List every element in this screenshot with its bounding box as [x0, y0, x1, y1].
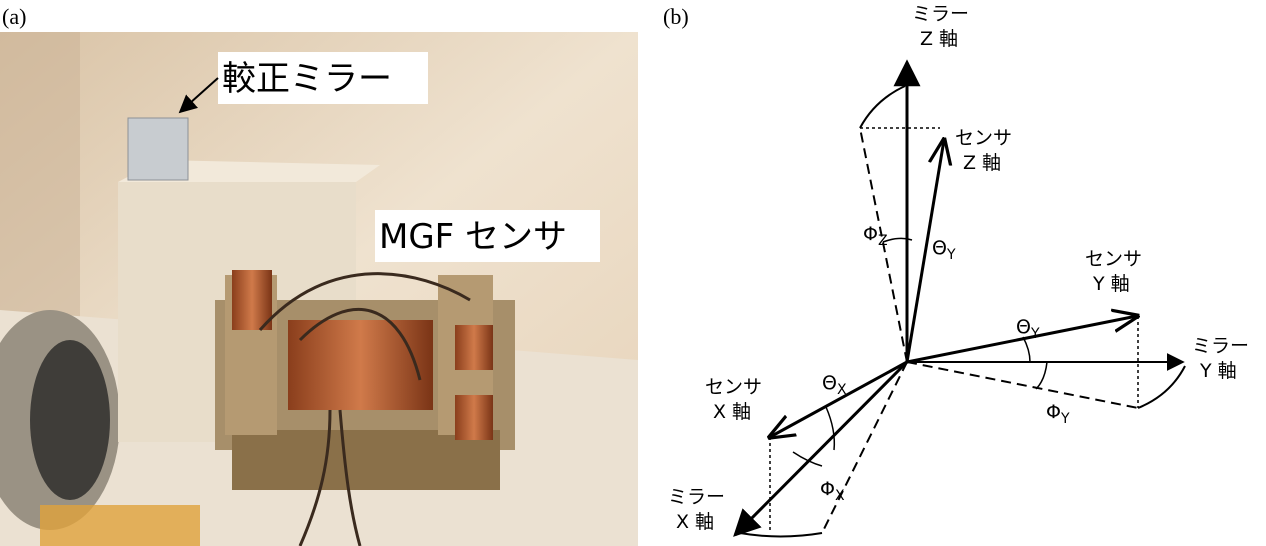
angle-symbol: Θ: [1016, 316, 1031, 338]
photo: [0, 32, 638, 546]
angle-symbol: Φ: [820, 478, 835, 500]
angle-symbol: Θ: [932, 237, 947, 259]
axis-label: センサ: [955, 127, 1012, 149]
angle-symbol: Φ: [863, 223, 878, 245]
axis-label: Y 軸: [1092, 273, 1130, 295]
axis-label: X 軸: [676, 511, 714, 533]
axis-label: Z 軸: [920, 28, 958, 50]
axis-label: X 軸: [713, 401, 751, 423]
axis-label: センサ: [705, 376, 762, 398]
angle-symbol: Θ: [822, 372, 837, 394]
axis-label: ミラー: [1192, 335, 1249, 357]
angle-subscript: Y: [1060, 411, 1070, 427]
axis-label: ミラー: [668, 486, 725, 508]
angle-subscript: X: [835, 488, 845, 504]
axis-label: Y 軸: [1199, 360, 1237, 382]
panel-label: (a): [2, 4, 26, 29]
panel-label: (b): [663, 4, 689, 29]
angle-symbol: Φ: [1046, 401, 1061, 423]
angle-label: ΦZ: [863, 223, 888, 249]
axis-label: Z 軸: [963, 152, 1001, 174]
angle-subscript: X: [837, 382, 847, 398]
axis-label: センサ: [1085, 248, 1142, 270]
callout: MGF センサ: [379, 217, 567, 257]
angle-label: ΦY: [1046, 401, 1070, 427]
angle-subscript: Y: [1030, 326, 1040, 342]
callout: 較正ミラー: [222, 59, 392, 99]
angle-label: ΘX: [822, 372, 847, 398]
angle-subscript: Z: [878, 233, 888, 249]
angle-label: ΦX: [820, 478, 845, 504]
angle-label: ΘY: [932, 237, 956, 263]
figure: (a) 較正ミラー MGF センサ (b) ミラーZ 軸センサZ 軸センサY 軸…: [0, 0, 1266, 546]
axis-label: ミラー: [912, 3, 969, 25]
angle-subscript: Y: [946, 247, 956, 263]
